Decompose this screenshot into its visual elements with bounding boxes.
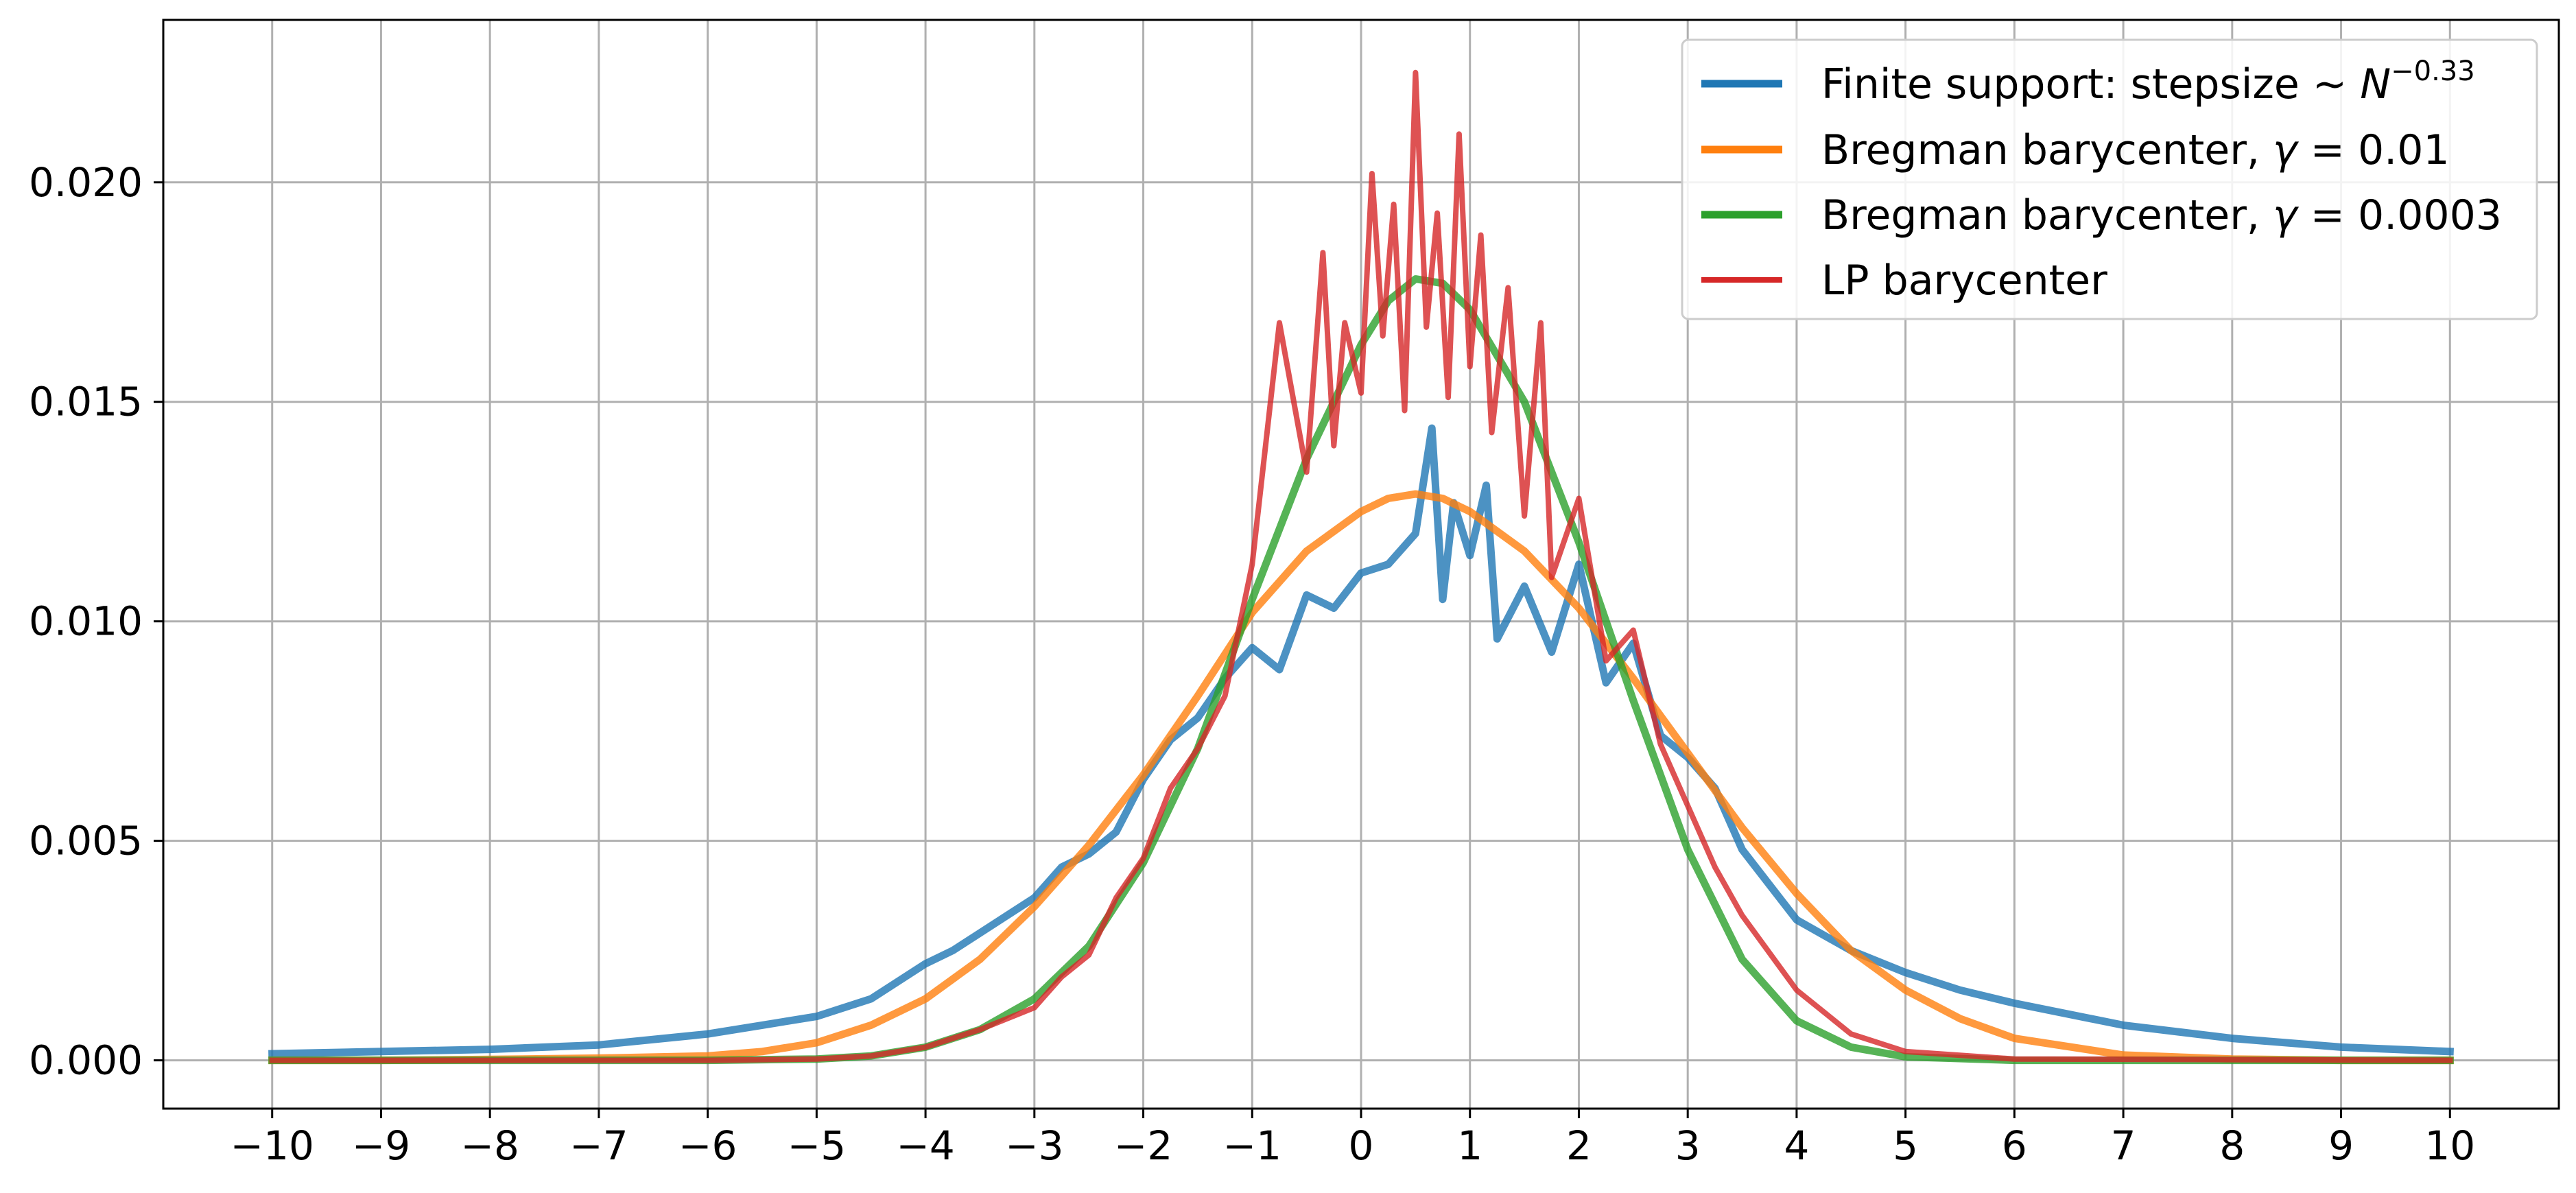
series-line-lp-barycenter xyxy=(269,69,2453,1063)
legend-label-variable: γ xyxy=(2273,191,2300,239)
legend-label-exponent: −0.33 xyxy=(2391,56,2475,87)
x-tick-label: 1 xyxy=(1457,1122,1482,1169)
legend-label-suffix: = 0.0003 xyxy=(2297,191,2502,239)
series-layer xyxy=(268,69,2455,1065)
series-line-bregman-001 xyxy=(268,490,2454,1065)
legend-label-variable: N xyxy=(2360,60,2391,108)
series-line-finite-support xyxy=(268,424,2455,1058)
y-tick-label: 0.010 xyxy=(29,598,143,645)
legend-label-bregman-00003: Bregman barycenter, γ = 0.0003 xyxy=(1821,191,2502,239)
x-tick-label: 9 xyxy=(2328,1122,2354,1169)
legend-label-variable: γ xyxy=(2273,126,2300,174)
legend-box xyxy=(1681,38,2538,320)
x-tick-label: 4 xyxy=(1784,1122,1809,1169)
x-tick-label: −6 xyxy=(678,1122,737,1169)
x-tick-label: 0 xyxy=(1349,1122,1374,1169)
y-tick-label: 0.015 xyxy=(29,379,143,425)
x-tick-label: 8 xyxy=(2219,1122,2245,1169)
legend: Finite support: stepsize ~ N−0.33 Bregma… xyxy=(1681,38,2538,320)
legend-label-bregman-001: Bregman barycenter, γ = 0.01 xyxy=(1821,126,2450,174)
y-axis: 0.000 0.005 0.010 0.015 0.020 xyxy=(29,159,163,1084)
x-tick-label: −2 xyxy=(1114,1122,1173,1169)
legend-label-prefix: Finite support: stepsize ~ xyxy=(1821,60,2360,108)
legend-label-prefix: Bregman barycenter, xyxy=(1821,191,2273,239)
x-tick-label: 2 xyxy=(1566,1122,1592,1169)
x-tick-label: −4 xyxy=(896,1122,955,1169)
legend-label-prefix: Bregman barycenter, xyxy=(1821,126,2273,174)
x-tick-label: −1 xyxy=(1223,1122,1282,1169)
x-tick-label: −10 xyxy=(231,1122,314,1169)
legend-label-finite-support: Finite support: stepsize ~ N−0.33 xyxy=(1821,56,2475,108)
x-tick-label: −5 xyxy=(788,1122,847,1169)
x-tick-label: 5 xyxy=(1893,1122,1918,1169)
x-tick-label: 6 xyxy=(2002,1122,2027,1169)
x-tick-label: −7 xyxy=(569,1122,628,1169)
x-tick-label: −8 xyxy=(460,1122,519,1169)
legend-label-prefix: LP barycenter xyxy=(1821,257,2107,305)
y-tick-label: 0.020 xyxy=(29,159,143,206)
x-tick-label: −3 xyxy=(1005,1122,1064,1169)
y-tick-label: 0.005 xyxy=(29,818,143,864)
legend-label-lp-barycenter: LP barycenter xyxy=(1821,257,2107,305)
x-axis: −10 −9 −8 −7 −6 −5 −4 −3 −2 −1 0 1 2 3 4 5 6 7 8 9 10 xyxy=(231,1109,2475,1169)
y-tick-label: 0.000 xyxy=(29,1037,143,1084)
x-tick-label: 3 xyxy=(1675,1122,1701,1169)
x-tick-label: 10 xyxy=(2424,1122,2475,1169)
legend-label-suffix: = 0.01 xyxy=(2297,126,2450,174)
x-tick-label: 7 xyxy=(2111,1122,2136,1169)
x-tick-label: −9 xyxy=(352,1122,411,1169)
